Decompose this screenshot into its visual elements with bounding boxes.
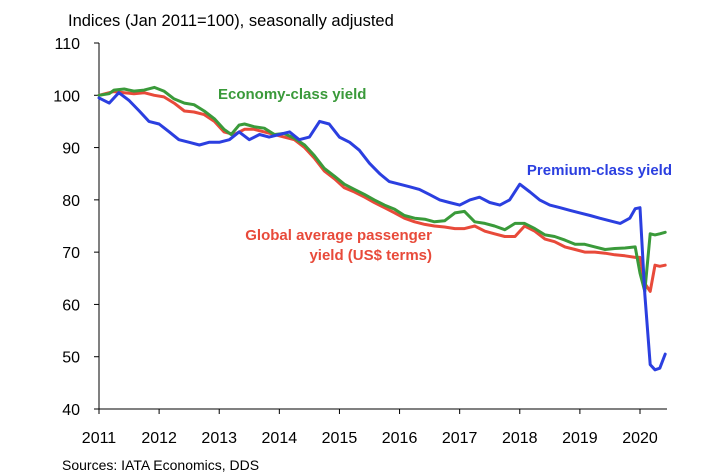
x-tick-label: 2017 — [442, 430, 478, 447]
x-tick-label: 2018 — [502, 430, 538, 447]
series-line-1 — [97, 91, 667, 372]
x-tick-label: 2016 — [382, 430, 418, 447]
series-label: yield (US$ terms) — [309, 247, 432, 264]
series-lines — [97, 85, 667, 372]
x-tick-label: 2019 — [562, 430, 598, 447]
series-line-0 — [97, 85, 667, 293]
y-tick-label: 110 — [54, 36, 80, 53]
x-tick-label: 2015 — [322, 430, 358, 447]
y-tick-label: 60 — [62, 297, 80, 314]
y-tick-label: 50 — [62, 350, 80, 367]
x-tick-label: 2012 — [141, 430, 177, 447]
y-tick-label: 80 — [62, 193, 80, 210]
y-tick-label: 100 — [53, 88, 80, 105]
chart-subtitle: Indices (Jan 2011=100), seasonally adjus… — [68, 12, 394, 30]
series-label: Economy-class yield — [218, 86, 366, 103]
series-line-2 — [97, 90, 667, 293]
series-labels: Economy-class yield Premium-class yield Gl… — [218, 86, 672, 264]
y-tick-label: 70 — [62, 245, 80, 262]
x-tick-label: 2013 — [201, 430, 237, 447]
x-tick-label: 2020 — [622, 430, 658, 447]
y-tick-label: 90 — [62, 141, 80, 158]
x-tick-label: 2011 — [82, 430, 117, 447]
axes: 40 50 60 70 80 90 100 110 2011 2012 2013 2014 2015 20… — [53, 36, 667, 447]
chart-source: Sources: IATA Economics, DDS — [62, 457, 259, 472]
series-label: Global average passenger — [245, 227, 432, 244]
y-tick-label: 40 — [62, 402, 80, 419]
x-tick-label: 2014 — [262, 430, 298, 447]
series-label: Premium-class yield — [527, 162, 672, 179]
